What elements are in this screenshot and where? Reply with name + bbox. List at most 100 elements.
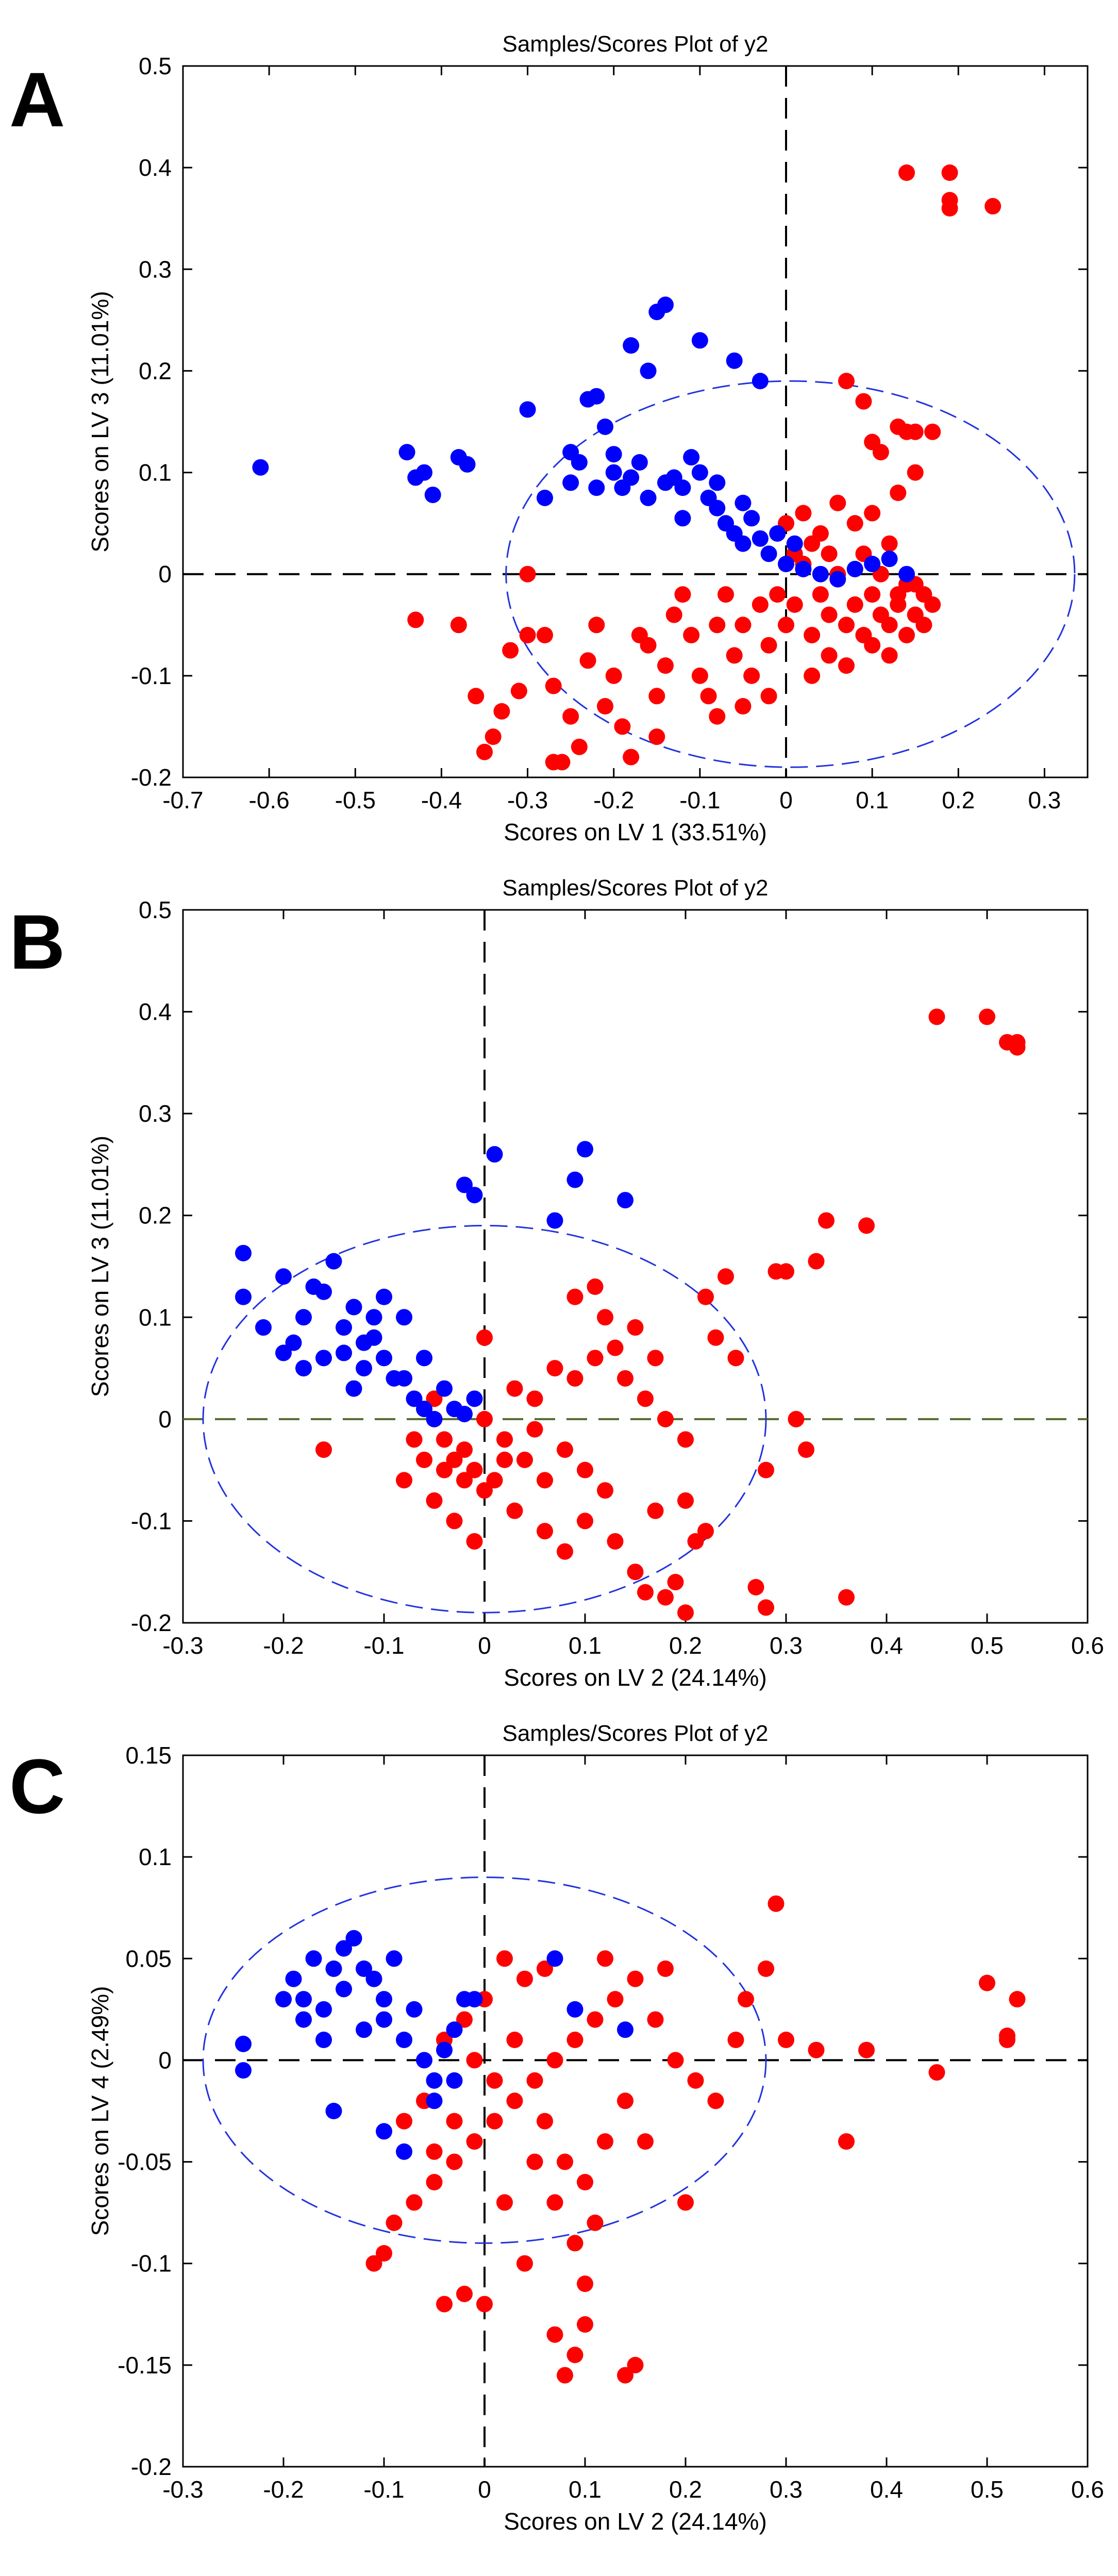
scatter-point-class2 [519, 627, 536, 643]
scatter-point-class2 [506, 2032, 523, 2048]
scatter-point-class2 [537, 627, 553, 643]
scatter-point-class1 [275, 1344, 292, 1361]
scatter-point-class2 [846, 515, 863, 532]
scatter-point-class1 [752, 530, 769, 547]
scatter-point-class2 [466, 1533, 483, 1550]
y-axis-label: Scores on LV 4 (2.49%) [87, 1986, 113, 2236]
confidence-ellipse [202, 1876, 767, 2244]
scatter-point-class1 [336, 1319, 352, 1336]
scatter-point-class2 [881, 535, 898, 552]
scatter-point-class1 [795, 560, 812, 577]
scatter-point-class2 [597, 1950, 613, 1967]
x-tick-label: 0.5 [971, 2476, 1004, 2503]
scatter-point-class2 [607, 1339, 624, 1356]
y-axis-label: Scores on LV 3 (11.01%) [87, 291, 113, 552]
y-tick-label: -0.1 [131, 2250, 172, 2277]
scatter-point-class2 [562, 708, 579, 725]
scatter-point-class1 [786, 535, 803, 552]
scatter-point-class2 [526, 2153, 543, 2170]
scatter-point-class2 [727, 2032, 744, 2048]
scatter-point-class2 [456, 1472, 473, 1489]
scatter-point-class1 [829, 571, 846, 588]
x-axis-label: Scores on LV 2 (24.14%) [504, 2508, 767, 2535]
scatter-point-class1 [588, 388, 605, 405]
x-tick-label: 0.6 [1071, 1632, 1104, 1659]
x-tick-label: -0.2 [263, 1632, 304, 1659]
x-tick-label: -0.2 [593, 787, 634, 813]
scatter-point-class2 [637, 1390, 654, 1407]
scatter-point-class1 [295, 1360, 312, 1377]
scatter-point-class2 [496, 1451, 513, 1468]
scatter-point-class1 [416, 2052, 432, 2069]
scatter-point-class2 [426, 1492, 443, 1509]
x-tick-label: -0.2 [263, 2476, 304, 2503]
y-tick-label: -0.1 [131, 1507, 172, 1534]
scatter-point-class2 [881, 647, 898, 664]
scatter-point-class1 [735, 535, 752, 552]
scatter-point-class2 [516, 1970, 533, 1987]
scatter-point-class2 [778, 2032, 794, 2048]
y-tick-label: 0.2 [139, 1202, 172, 1229]
scatter-point-class2 [858, 1217, 875, 1234]
scatter-point-class2 [627, 2356, 644, 2373]
scatter-point-class2 [735, 617, 752, 634]
plot-frame [182, 909, 1089, 1624]
scatter-point-class2 [623, 749, 640, 766]
scatter-point-class2 [637, 2133, 654, 2150]
scatter-point-class2 [617, 1370, 633, 1387]
scatter-point-class1 [426, 1410, 443, 1427]
scatter-point-class2 [577, 1461, 593, 1478]
scatter-point-class1 [416, 1401, 432, 1418]
scatter-point-class2 [700, 688, 717, 705]
scatter-point-class2 [386, 2214, 403, 2231]
scatter-point-class2 [717, 586, 734, 603]
scatter-point-class1 [546, 1950, 563, 1967]
x-tick-label: -0.3 [162, 2476, 203, 2503]
scatter-point-class2 [545, 677, 562, 694]
scatter-point-class2 [760, 637, 777, 654]
scatter-point-class2 [566, 2235, 583, 2252]
scatter-point-class1 [376, 1991, 392, 2008]
chart-title: Samples/Scores Plot of y2 [502, 1721, 768, 1746]
x-tick-label: 0.1 [569, 2476, 602, 2503]
scatter-point-class1 [295, 1309, 312, 1326]
x-tick-label: 0.4 [870, 2476, 903, 2503]
confidence-ellipse [202, 1224, 767, 1614]
scatter-point-class1 [345, 1380, 362, 1397]
scatter-point-class1 [235, 2062, 252, 2079]
scatter-point-class2 [587, 1278, 604, 1295]
scatter-point-class2 [640, 637, 657, 654]
scatter-point-class2 [829, 494, 846, 511]
scatter-point-class1 [345, 1299, 362, 1316]
scatter-point-class1 [446, 2072, 463, 2089]
scatter-point-class2 [506, 1380, 523, 1397]
scatter-point-class2 [466, 2133, 483, 2150]
scatter-point-class1 [275, 1991, 292, 2008]
scatter-point-class2 [588, 617, 605, 634]
x-tick-label: 0 [478, 2476, 491, 2503]
scatter-point-class1 [466, 1390, 483, 1407]
scatter-point-class1 [315, 2001, 332, 2018]
scatter-point-class2 [1009, 1991, 1026, 2008]
y-tick-label: 0 [158, 561, 172, 588]
x-axis-label: Scores on LV 2 (24.14%) [504, 1664, 767, 1691]
scatter-point-class2 [396, 1472, 412, 1489]
scatter-point-class1 [376, 1288, 392, 1305]
y-tick-label: -0.2 [131, 2453, 172, 2480]
scatter-point-class2 [486, 2113, 503, 2130]
y-tick-label: 0.4 [139, 999, 172, 1025]
chart-panel-c: Samples/Scores Plot of y2-0.3 -0.2 -0.1 0 0.… [87, 1721, 1104, 2535]
x-tick-label: -0.3 [162, 1632, 203, 1659]
scatter-point-class1 [436, 1380, 453, 1397]
scatter-point-class2 [709, 617, 726, 634]
scatter-point-class2 [605, 667, 622, 684]
scatter-point-class2 [537, 2113, 553, 2130]
scatter-point-class1 [605, 446, 622, 463]
scatter-point-class1 [812, 566, 829, 583]
scatter-point-class1 [376, 2011, 392, 2028]
scatter-point-class1 [376, 1350, 392, 1367]
scatter-point-class2 [579, 652, 596, 669]
scatter-point-class2 [476, 1482, 493, 1499]
x-tick-label: -0.3 [507, 787, 548, 813]
